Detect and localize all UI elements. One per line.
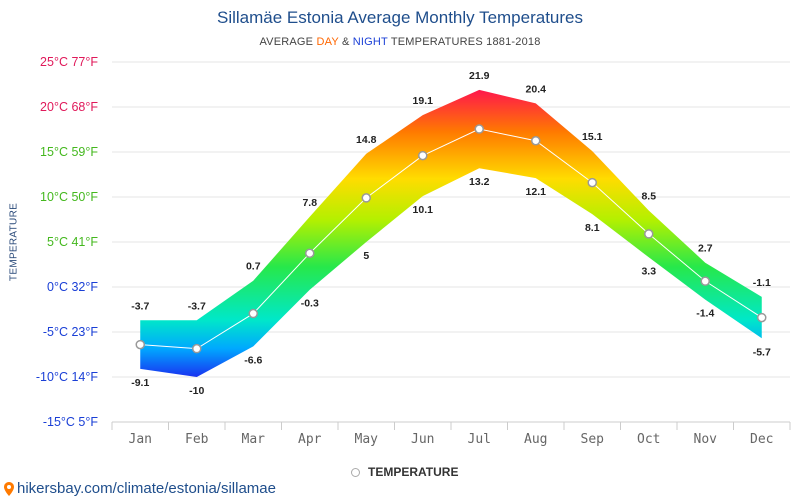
mean-point: [135, 339, 145, 350]
x-tick-label: Oct: [637, 432, 660, 447]
x-tick-label: Nov: [694, 432, 718, 447]
day-value-label: -3.7: [188, 300, 206, 312]
night-value-label: 10.1: [413, 204, 434, 216]
x-tick-label: Feb: [185, 432, 209, 447]
subtitle-day: DAY: [316, 36, 339, 48]
day-value-label: 15.1: [582, 131, 603, 143]
x-tick-label: Dec: [750, 432, 773, 447]
x-axis-ticks: Jan Feb Mar Apr May Jun Jul Aug Sep Oct Nov Dec: [111, 422, 791, 447]
x-tick-label: Mar: [242, 432, 266, 447]
night-value-label: -9.1: [131, 377, 149, 389]
mean-line: [140, 128, 763, 350]
map-pin-icon: [4, 481, 14, 496]
mean-point: [531, 136, 541, 146]
night-value-label: 13.2: [469, 176, 490, 188]
day-value-label: 8.5: [641, 191, 656, 203]
mean-point: [587, 177, 597, 188]
y-axis-ticks: 25°C 77°F 20°C 68°F 15°C 59°F 10°C 50°F 5°C …: [36, 55, 98, 429]
legend[interactable]: TEMPERATURE: [351, 465, 458, 479]
mean-point: [361, 193, 371, 203]
mean-temperature-line: [135, 124, 767, 354]
y-tick-label: -15°C 5°F: [43, 415, 99, 429]
day-value-label: 7.8: [302, 197, 317, 209]
x-tick-label: Jun: [411, 432, 434, 447]
day-value-label: 14.8: [356, 134, 377, 146]
night-value-label: 5: [363, 250, 369, 262]
subtitle-amp: &: [338, 36, 353, 48]
mean-point: [248, 308, 258, 319]
day-night-range-area: [140, 89, 762, 378]
subtitle-suffix: TEMPERATURES 1881-2018: [387, 36, 541, 48]
mean-point: [474, 124, 484, 134]
y-tick-label: 20°C 68°F: [40, 100, 98, 114]
mean-point: [700, 276, 710, 286]
night-value-label: -10: [189, 385, 204, 397]
mean-point: [418, 150, 428, 161]
subtitle-night: NIGHT: [352, 36, 388, 48]
x-tick-label: May: [355, 432, 379, 447]
night-value-label: 12.1: [526, 186, 547, 198]
y-tick-label: -5°C 23°F: [43, 325, 99, 339]
day-value-label: -3.7: [131, 300, 149, 312]
data-labels: -3.7 -3.7 0.7 7.8 14.8 19.1 21.9 20.4 15.1 8.5 2.7…: [131, 70, 771, 397]
y-tick-label: -10°C 14°F: [36, 370, 98, 384]
day-value-label: 0.7: [246, 261, 261, 273]
night-value-label: -6.6: [244, 354, 262, 366]
mean-point: [192, 343, 202, 354]
night-value-label: 3.3: [641, 265, 656, 277]
temperature-band: [140, 89, 762, 378]
day-value-label: 19.1: [413, 95, 434, 107]
night-value-label: -1.4: [696, 308, 714, 320]
x-tick-label: Aug: [524, 432, 547, 447]
x-tick-label: Apr: [298, 432, 322, 447]
day-value-label: -1.1: [753, 277, 771, 289]
y-axis-label-text: TEMPERATURE: [8, 202, 20, 282]
mean-point: [757, 312, 767, 323]
legend-label: TEMPERATURE: [368, 465, 459, 479]
y-tick-label: 0°C 32°F: [47, 280, 98, 294]
chart-subtitle: AVERAGE DAY & NIGHT TEMPERATURES 1881-20…: [0, 36, 800, 48]
mean-point: [644, 229, 654, 239]
y-tick-label: 15°C 59°F: [40, 145, 98, 159]
footer-link[interactable]: hikersbay.com/climate/estonia/sillamae: [4, 480, 276, 497]
y-tick-label: 5°C 41°F: [47, 235, 98, 249]
subtitle-prefix: AVERAGE: [259, 36, 317, 48]
night-value-label: -0.3: [301, 298, 319, 310]
day-value-label: 2.7: [698, 243, 713, 255]
chart-title: Sillamäe Estonia Average Monthly Tempera…: [216, 8, 583, 27]
night-value-label: -5.7: [753, 346, 771, 358]
legend-marker-icon: [351, 467, 360, 477]
night-value-label: 8.1: [585, 222, 600, 234]
y-tick-label: 25°C 77°F: [40, 55, 98, 69]
x-tick-label: Sep: [581, 432, 605, 447]
footer-url: hikersbay.com/climate/estonia/sillamae: [17, 480, 276, 497]
x-tick-label: Jan: [129, 432, 152, 447]
y-tick-label: 10°C 50°F: [40, 190, 98, 204]
day-value-label: 20.4: [526, 83, 547, 95]
day-value-label: 21.9: [469, 70, 490, 82]
mean-point: [305, 248, 315, 258]
x-tick-label: Jul: [468, 432, 491, 447]
